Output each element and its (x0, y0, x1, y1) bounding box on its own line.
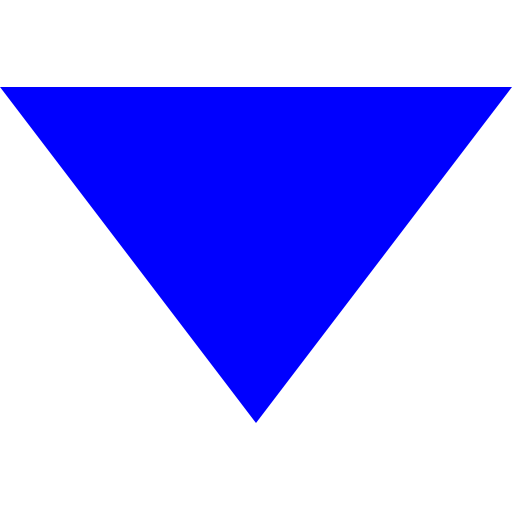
triangle-down-shape (0, 87, 512, 423)
